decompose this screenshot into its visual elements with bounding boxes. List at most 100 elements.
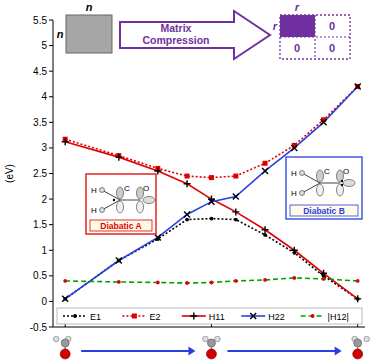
orbital-lobe	[317, 170, 324, 182]
series-marker	[185, 174, 190, 179]
atom	[100, 188, 105, 193]
series-marker	[320, 270, 327, 277]
x-axis-line	[53, 327, 365, 328]
atom-label: H	[91, 206, 97, 215]
series-line	[65, 219, 358, 299]
y-tick	[49, 147, 53, 148]
compressed-matrix	[280, 15, 350, 59]
series-marker	[210, 217, 214, 221]
atom	[100, 208, 105, 213]
y-tick	[49, 173, 53, 174]
y-tick	[49, 45, 53, 46]
series-marker	[232, 208, 239, 215]
inset-label: Diabatic B	[303, 206, 345, 216]
y-tick	[49, 71, 53, 72]
path-arrow-head	[188, 347, 195, 356]
path-arrow	[81, 350, 190, 352]
y-tick-label: 3.5	[33, 117, 47, 128]
atom	[364, 336, 370, 342]
legend-label: H22	[268, 312, 285, 322]
compression-label-line: Matrix	[161, 22, 192, 34]
orbital-lobe	[137, 201, 144, 213]
series-marker	[234, 279, 238, 283]
series-marker	[322, 277, 326, 281]
y-axis-title: (eV)	[4, 164, 15, 183]
atom-label: H	[291, 189, 297, 198]
series-marker	[155, 234, 161, 240]
atom	[60, 349, 70, 359]
geometry-strip	[53, 336, 369, 359]
legend-label: E2	[149, 312, 160, 322]
legend-marker	[132, 314, 137, 319]
y-tick-label: 4.5	[33, 66, 47, 77]
series-marker	[210, 281, 214, 285]
electron	[341, 184, 343, 186]
atom-label: O	[343, 167, 349, 176]
series-marker	[62, 296, 68, 302]
legend-marker	[190, 313, 197, 320]
series-marker	[355, 84, 360, 89]
diabatic-inset: HCOHDiabatic B	[286, 157, 362, 219]
atom	[61, 339, 69, 347]
series-marker	[291, 145, 297, 151]
rank-label: r	[273, 20, 278, 32]
atom	[300, 171, 305, 176]
inset-frame	[286, 157, 362, 219]
series-marker	[62, 138, 69, 145]
series-marker	[156, 281, 160, 285]
series-marker	[262, 168, 268, 174]
y-tick	[49, 327, 53, 328]
series-marker	[185, 218, 189, 222]
y-tick	[49, 199, 53, 200]
electron	[341, 180, 343, 182]
series-marker	[263, 233, 267, 237]
zero-label: 0	[329, 42, 335, 54]
y-tick	[49, 20, 53, 21]
rank-label: r	[295, 1, 300, 13]
series-marker	[233, 174, 238, 179]
orbital-lobe	[117, 201, 124, 213]
series-marker	[208, 199, 214, 205]
path-arrow	[227, 350, 336, 352]
y-tick-label: 0.5	[33, 270, 47, 281]
atom	[203, 336, 209, 342]
orbital-lobe	[343, 180, 355, 187]
atom-label: H	[291, 169, 297, 178]
atom	[354, 339, 362, 347]
legend: E1E2H11H22|H12|	[57, 308, 362, 324]
series-marker	[355, 84, 361, 90]
orbital-lobe	[317, 184, 324, 196]
series-marker	[356, 279, 360, 283]
electron	[113, 199, 115, 201]
bond	[120, 200, 140, 201]
series-marker	[354, 295, 361, 302]
compression-arrow	[120, 11, 270, 59]
series-marker	[263, 278, 267, 282]
y-tick	[49, 224, 53, 225]
y-tick	[49, 275, 53, 276]
diabatic-inset: HCOHDiabatic A	[86, 174, 156, 234]
series-marker	[233, 194, 239, 200]
y-tick-label: -0.5	[30, 322, 48, 333]
y-tick	[49, 96, 53, 97]
atom	[300, 191, 305, 196]
path-arrow-head	[335, 347, 342, 356]
series-marker	[292, 276, 296, 280]
series-marker	[209, 175, 214, 180]
y-tick-label: 2	[41, 194, 47, 205]
series-marker	[115, 154, 122, 161]
chart: -0.500.511.522.533.544.555.5(eV)E1E2H11H…	[0, 0, 373, 364]
series-marker	[263, 161, 268, 166]
legend-marker	[311, 314, 315, 318]
inset-label-box	[290, 205, 358, 216]
y-tick-label: 1.5	[33, 219, 47, 230]
atom-label: C	[124, 184, 130, 193]
y-tick-label: 5	[41, 40, 47, 51]
full-matrix	[66, 15, 112, 53]
y-tick	[49, 122, 53, 123]
y-tick	[49, 250, 53, 251]
y-tick	[49, 301, 53, 302]
atom-label: H	[91, 186, 97, 195]
inset-frame	[86, 174, 156, 234]
inset-label-box	[90, 220, 152, 231]
